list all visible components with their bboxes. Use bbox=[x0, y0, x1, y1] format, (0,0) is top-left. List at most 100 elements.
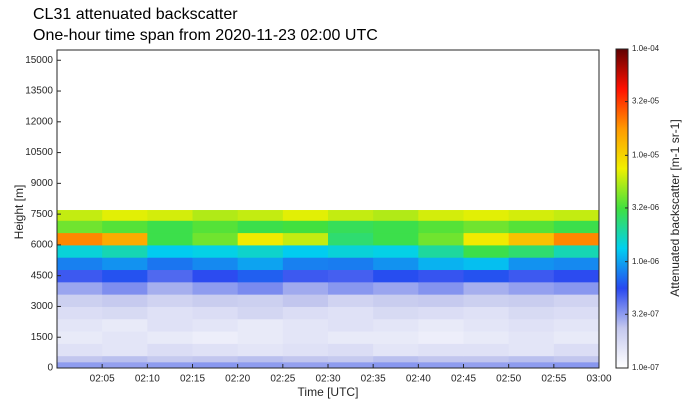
heatmap-cell bbox=[57, 257, 103, 271]
heatmap-cell bbox=[102, 306, 148, 320]
heatmap-cell bbox=[102, 244, 148, 258]
heatmap-cell bbox=[237, 244, 284, 258]
heatmap-cell bbox=[102, 331, 148, 344]
heatmap-cell bbox=[463, 232, 510, 246]
heatmap-cell bbox=[418, 355, 464, 363]
heatmap-cell bbox=[102, 257, 148, 271]
chart-title: CL31 attenuated backscatter bbox=[33, 6, 238, 23]
heatmap-cell bbox=[553, 232, 600, 246]
heatmap-cell bbox=[328, 269, 374, 283]
heatmap-cell bbox=[192, 294, 239, 307]
heatmap-cell bbox=[57, 220, 103, 234]
heatmap-cell bbox=[373, 294, 419, 307]
heatmap-cell bbox=[57, 318, 103, 332]
heatmap-cell bbox=[373, 318, 419, 332]
heatmap-cell bbox=[328, 355, 374, 363]
heatmap-cell bbox=[57, 343, 103, 357]
heatmap-cell bbox=[418, 294, 464, 307]
heatmap-cell bbox=[282, 331, 329, 344]
heatmap-cell bbox=[192, 257, 239, 271]
heatmap-cell bbox=[237, 343, 284, 357]
heatmap-cell bbox=[57, 269, 103, 283]
y-tick-label: 15000 bbox=[25, 55, 53, 66]
heatmap-cell bbox=[237, 281, 284, 295]
y-tick-label: 3000 bbox=[31, 301, 54, 312]
heatmap-cell bbox=[553, 306, 600, 320]
heatmap-cell bbox=[463, 257, 510, 271]
heatmap-cell bbox=[418, 220, 464, 234]
colorbar bbox=[615, 48, 629, 369]
x-tick-label: 02:40 bbox=[406, 374, 431, 385]
heatmap-cell bbox=[192, 331, 239, 344]
colorbar-tick-label: 1.0e-07 bbox=[632, 363, 660, 372]
x-tick-label: 02:05 bbox=[90, 374, 115, 385]
heatmap-cell bbox=[57, 361, 103, 369]
heatmap-cell bbox=[418, 306, 464, 320]
heatmap-cell bbox=[463, 306, 510, 320]
heatmap-cell bbox=[237, 210, 284, 221]
heatmap-cell bbox=[282, 306, 329, 320]
heatmap-cell bbox=[147, 210, 193, 221]
heatmap-cell bbox=[192, 210, 239, 221]
heatmap-cell bbox=[192, 244, 239, 258]
heatmap-cell bbox=[282, 232, 329, 246]
heatmap-cell bbox=[192, 232, 239, 246]
heatmap-cell bbox=[147, 361, 193, 369]
heatmap-cell bbox=[463, 294, 510, 307]
heatmap-cell bbox=[147, 343, 193, 357]
heatmap-cell bbox=[102, 210, 148, 221]
heatmap-cell bbox=[192, 318, 239, 332]
heatmap-cell bbox=[147, 269, 193, 283]
heatmap-cell bbox=[328, 244, 374, 258]
heatmap-cell bbox=[102, 294, 148, 307]
heatmap-cell bbox=[282, 343, 329, 357]
heatmap-cell bbox=[373, 244, 419, 258]
heatmap-cell bbox=[328, 318, 374, 332]
heatmap-cell bbox=[192, 361, 239, 369]
heatmap-cell bbox=[463, 318, 510, 332]
heatmap-cell bbox=[463, 343, 510, 357]
x-tick-label: 02:35 bbox=[361, 374, 386, 385]
heatmap-cell bbox=[553, 343, 600, 357]
heatmap-cell bbox=[147, 232, 193, 246]
heatmap-cell bbox=[237, 220, 284, 234]
heatmap-cell bbox=[463, 269, 510, 283]
heatmap-cell bbox=[237, 232, 284, 246]
heatmap-cell bbox=[328, 210, 374, 221]
heatmap-cell bbox=[508, 318, 555, 332]
heatmap-cell bbox=[102, 318, 148, 332]
heatmap-cell bbox=[508, 281, 555, 295]
x-axis-label: Time [UTC] bbox=[298, 385, 359, 399]
heatmap-cell bbox=[237, 355, 284, 363]
x-tick-label: 02:10 bbox=[135, 374, 160, 385]
heatmap-cell bbox=[328, 331, 374, 344]
heatmap-cell bbox=[418, 257, 464, 271]
heatmap-cell bbox=[328, 343, 374, 357]
colorbar-tick-label: 3.2e-07 bbox=[632, 309, 660, 318]
heatmap-cell bbox=[237, 294, 284, 307]
heatmap-cell bbox=[57, 331, 103, 344]
heatmap-cell bbox=[102, 220, 148, 234]
heatmap-cell bbox=[147, 331, 193, 344]
heatmap-cell bbox=[508, 257, 555, 271]
heatmap-cell bbox=[553, 361, 600, 369]
heatmap-cell bbox=[282, 269, 329, 283]
heatmap-cell bbox=[57, 232, 103, 246]
y-tick-label: 6000 bbox=[31, 240, 54, 251]
heatmap-cell bbox=[418, 232, 464, 246]
heatmap-cell bbox=[328, 232, 374, 246]
heatmap-cell bbox=[57, 355, 103, 363]
heatmap-cell bbox=[373, 355, 419, 363]
heatmap-cell bbox=[508, 232, 555, 246]
heatmap-cell bbox=[553, 244, 600, 258]
heatmap-cell bbox=[147, 355, 193, 363]
heatmap-cell bbox=[553, 294, 600, 307]
heatmap-cell bbox=[282, 318, 329, 332]
heatmap-cell bbox=[192, 343, 239, 357]
heatmap-cell bbox=[147, 318, 193, 332]
heatmap-cell bbox=[57, 244, 103, 258]
heatmap-cell bbox=[282, 210, 329, 221]
heatmap-cell bbox=[373, 220, 419, 234]
heatmap-cell bbox=[102, 281, 148, 295]
